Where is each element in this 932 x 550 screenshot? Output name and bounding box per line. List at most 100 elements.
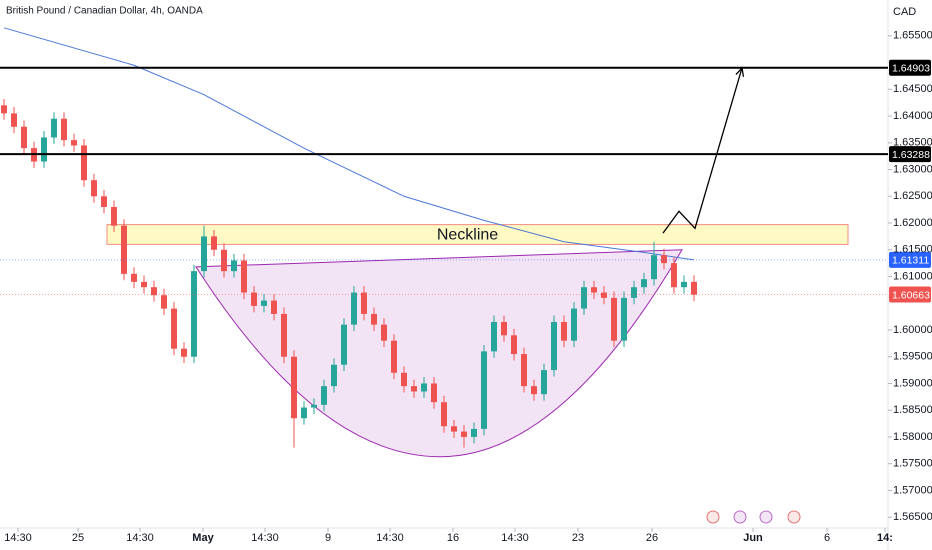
candle-body	[561, 321, 567, 341]
candle-body	[41, 137, 47, 162]
x-tick-label: 16	[447, 532, 459, 544]
moving-average	[3, 27, 695, 261]
candle-body	[651, 255, 657, 280]
candle-body	[381, 324, 387, 341]
candle-body	[241, 260, 247, 293]
level-label: 1.63288	[892, 149, 930, 161]
candle-body	[411, 386, 417, 392]
event-icon[interactable]	[759, 510, 773, 524]
candle-body	[591, 287, 597, 293]
event-icon[interactable]	[706, 510, 720, 524]
level-label-box	[889, 251, 931, 268]
candle-body	[251, 292, 257, 306]
candle-body	[521, 354, 527, 387]
candle-body	[681, 281, 687, 288]
x-tick-label: 9	[325, 532, 331, 544]
x-tick-label: 23	[572, 532, 584, 544]
candle-body	[571, 308, 577, 341]
candle-body	[321, 386, 327, 405]
candle-body	[361, 292, 367, 314]
candle-body	[691, 281, 697, 295]
candle-body	[231, 260, 237, 272]
candle-body	[621, 297, 627, 341]
overlays: 1.64903 1.63288 1.61311 1.60663	[0, 59, 931, 303]
candles	[1, 98, 697, 448]
candle-body	[431, 383, 437, 403]
candle-body	[131, 273, 137, 282]
level-label-box	[889, 59, 931, 76]
candle-body	[391, 340, 397, 373]
candle-body	[151, 287, 157, 296]
candle-body	[281, 313, 287, 357]
candle-body	[261, 300, 267, 306]
x-tick-label: 14:30	[376, 532, 404, 544]
x-tick-label: 14:30	[501, 532, 529, 544]
candle-body	[51, 118, 57, 138]
x-tick-label: Jun	[743, 532, 763, 544]
level-label: 1.64903	[892, 63, 930, 75]
event-icons	[706, 510, 801, 524]
y-tick-label: 1.58500	[893, 404, 932, 416]
candle-body	[541, 370, 547, 395]
y-tick-label: 1.61500	[893, 244, 932, 256]
candle-body	[331, 364, 337, 387]
x-tick-label: 6	[824, 532, 830, 544]
candle-body	[511, 335, 517, 355]
candle-body	[121, 225, 127, 274]
candle-body	[551, 321, 557, 371]
y-tick-label: 1.64000	[893, 110, 932, 122]
candle-body	[301, 407, 307, 419]
candle-body	[81, 145, 87, 181]
neckline-label: Neckline	[437, 227, 498, 244]
level-label: 1.61311	[892, 255, 929, 267]
candle-body	[291, 356, 297, 419]
candle-body	[201, 236, 207, 272]
axes: 1.65500 1.64500 1.64000 1.63500 1.63000 1.625…	[4, 30, 932, 544]
annotations: Neckline	[3, 27, 849, 458]
candle-body	[171, 308, 177, 349]
candle-body	[1, 105, 7, 114]
candle-body	[661, 255, 667, 264]
candle-body	[211, 236, 217, 250]
chart-title: British Pound / Canadian Dollar, 4h, OAN…	[6, 6, 203, 17]
candle-body	[371, 313, 377, 325]
candle-body	[611, 297, 617, 341]
y-tick-label: 1.62000	[893, 217, 932, 229]
level-label: 1.60663	[892, 289, 930, 301]
x-tick-label: 25	[72, 532, 84, 544]
y-tick-label: 1.63000	[893, 163, 932, 175]
candle-body	[641, 279, 647, 288]
candle-body	[141, 281, 147, 288]
candle-body	[671, 263, 677, 288]
y-tick-label: 1.57500	[893, 458, 932, 470]
level-label-box	[889, 286, 931, 303]
x-tick-label: 14:	[877, 532, 893, 544]
candle-body	[451, 426, 457, 432]
candle-body	[221, 249, 227, 272]
candle-body	[491, 321, 497, 352]
event-icon[interactable]	[733, 510, 747, 524]
candle-body	[581, 287, 587, 309]
y-tick-label: 1.61000	[893, 270, 932, 282]
projection-path	[662, 67, 743, 234]
candle-body	[531, 386, 537, 395]
candle-body	[441, 402, 447, 427]
y-tick-label: 1.59500	[893, 351, 932, 363]
cup-shape	[195, 249, 683, 458]
x-tick-label: 26	[646, 532, 658, 544]
event-icon[interactable]	[787, 510, 801, 524]
candle-body	[21, 126, 27, 149]
candle-body	[631, 287, 637, 298]
y-tick-label: 1.65500	[893, 30, 932, 42]
x-tick-label: 14:30	[4, 532, 32, 544]
candle-body	[311, 404, 317, 408]
y-tick-label: 1.58000	[893, 431, 932, 443]
candle-body	[341, 324, 347, 365]
candle-body	[191, 271, 197, 357]
candle-body	[111, 206, 117, 226]
candle-body	[461, 431, 467, 437]
currency-label: CAD	[893, 6, 916, 18]
y-tick-label: 1.56500	[893, 511, 932, 523]
candle-body	[271, 300, 277, 314]
